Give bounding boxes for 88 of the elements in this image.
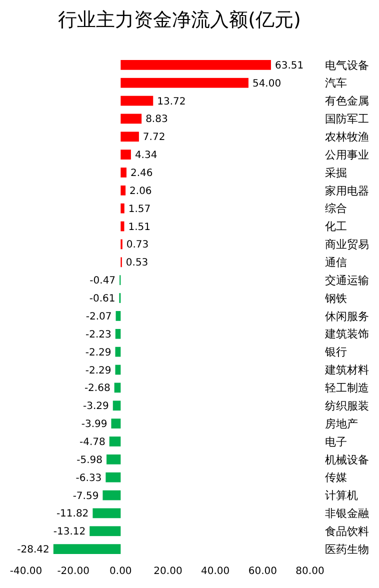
bar bbox=[114, 382, 121, 393]
y-tick-label: 汽车 bbox=[325, 76, 347, 90]
y-tick-label: 化工 bbox=[325, 220, 347, 234]
data-label: -2.29 bbox=[85, 347, 112, 358]
x-tick-label: -20.00 bbox=[57, 566, 90, 577]
y-tick-label: 休闲服务 bbox=[325, 310, 369, 323]
data-label: -6.33 bbox=[76, 472, 102, 484]
y-tick-label: 医药生物 bbox=[325, 542, 369, 556]
data-label: 63.51 bbox=[274, 60, 304, 72]
data-label: 2.06 bbox=[130, 186, 152, 197]
data-label: -28.42 bbox=[17, 544, 50, 556]
y-tick-label: 公用事业 bbox=[325, 148, 369, 162]
y-tick-label: 采掘 bbox=[325, 166, 347, 180]
bar bbox=[112, 400, 121, 411]
data-label: 1.51 bbox=[128, 222, 151, 233]
y-tick-label: 建筑装饰 bbox=[324, 328, 369, 341]
bar bbox=[120, 150, 131, 160]
bar bbox=[120, 168, 126, 178]
x-tick-label: 80.00 bbox=[296, 566, 324, 577]
bar bbox=[120, 186, 126, 196]
y-tick-label: 商业贸易 bbox=[325, 238, 369, 252]
data-label: 0.73 bbox=[126, 240, 149, 251]
y-tick-label: 传媒 bbox=[325, 471, 347, 484]
y-tick-label: 钢铁 bbox=[324, 292, 347, 305]
bar bbox=[111, 418, 121, 428]
data-label: -3.99 bbox=[81, 419, 108, 430]
data-label: -13.12 bbox=[53, 526, 86, 538]
bar bbox=[120, 96, 154, 106]
bar bbox=[120, 203, 124, 214]
bar bbox=[115, 364, 121, 375]
y-tick-label: 食品饮料 bbox=[325, 524, 369, 538]
y-tick-label: 计算机 bbox=[325, 489, 358, 502]
data-label: -2.68 bbox=[84, 383, 110, 394]
data-label: 13.72 bbox=[157, 96, 186, 108]
x-tick-label: 0.00 bbox=[110, 566, 132, 577]
chart-title: 行业主力资金净流入额(亿元) bbox=[58, 9, 301, 31]
bar bbox=[106, 472, 121, 482]
y-tick-label: 综合 bbox=[325, 202, 347, 216]
data-label: 8.83 bbox=[146, 114, 168, 126]
bar bbox=[120, 221, 124, 232]
bar bbox=[115, 346, 121, 357]
data-label: -0.47 bbox=[90, 276, 116, 287]
data-label: -7.59 bbox=[72, 490, 99, 502]
data-label: -2.07 bbox=[86, 311, 112, 322]
y-tick-label: 轻工制造 bbox=[325, 382, 369, 395]
data-label: -0.61 bbox=[89, 294, 116, 305]
y-tick-label: 交通运输 bbox=[325, 274, 369, 287]
bar bbox=[90, 526, 121, 536]
y-tick-label: 国防军工 bbox=[325, 112, 369, 126]
y-tick-label: 有色金属 bbox=[325, 94, 369, 108]
y-tick-label: 房地产 bbox=[325, 417, 358, 430]
data-label: 54.00 bbox=[252, 78, 282, 90]
y-tick-label: 非银金融 bbox=[325, 507, 369, 520]
y-tick-label: 电子 bbox=[325, 435, 347, 448]
data-label: -2.29 bbox=[85, 365, 112, 376]
data-label: -5.98 bbox=[76, 454, 103, 466]
bar bbox=[106, 454, 121, 464]
x-tick-label: -40.00 bbox=[10, 566, 42, 577]
y-tick-label: 电气设备 bbox=[325, 58, 369, 72]
y-tick-label: 通信 bbox=[325, 256, 347, 270]
bar bbox=[92, 508, 121, 518]
data-label: -2.23 bbox=[86, 329, 112, 340]
data-label: -4.78 bbox=[79, 436, 106, 448]
bar bbox=[120, 78, 248, 88]
y-tick-label: 机械设备 bbox=[325, 453, 369, 466]
data-label: -11.82 bbox=[56, 508, 89, 520]
y-tick-label: 农林牧渔 bbox=[325, 130, 369, 144]
bar bbox=[102, 490, 121, 500]
data-label: 4.34 bbox=[134, 150, 158, 162]
bar bbox=[120, 114, 142, 124]
x-tick-label: 20.00 bbox=[154, 566, 182, 577]
bar bbox=[115, 328, 121, 339]
y-tick-label: 家用电器 bbox=[325, 184, 369, 198]
y-tick-label: 建筑材料 bbox=[324, 364, 369, 377]
x-tick-label: 60.00 bbox=[248, 566, 277, 577]
data-label: 0.53 bbox=[126, 258, 148, 269]
bar bbox=[53, 544, 121, 554]
data-label: 7.72 bbox=[142, 132, 166, 144]
data-label: -3.29 bbox=[83, 401, 109, 412]
bar bbox=[109, 436, 121, 446]
y-tick-label: 纺织服装 bbox=[325, 399, 369, 412]
bar bbox=[120, 132, 139, 142]
bar bbox=[120, 60, 271, 70]
bar bbox=[116, 311, 121, 321]
y-tick-label: 银行 bbox=[324, 346, 347, 359]
data-label: 1.57 bbox=[128, 204, 151, 215]
data-label: 2.46 bbox=[130, 168, 153, 180]
x-tick-label: 40.00 bbox=[201, 566, 230, 577]
